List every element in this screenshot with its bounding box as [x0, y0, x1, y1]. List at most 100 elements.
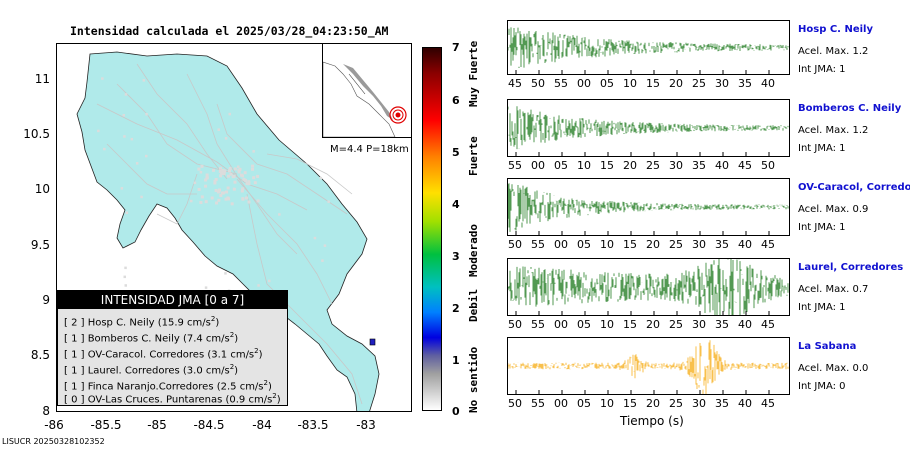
station-dot	[319, 176, 322, 180]
waveform-line	[507, 183, 789, 232]
station-dot	[124, 93, 128, 96]
station-name: Hosp C. Neily	[798, 24, 873, 35]
trace-tick-label: 10	[577, 159, 591, 172]
y-tick-label: 8.5	[30, 348, 50, 362]
time-axis-label: Tiempo (s)	[620, 414, 684, 428]
station-dot	[323, 244, 327, 247]
x-tick-label: -84	[252, 418, 272, 432]
trace-tick-label: 05	[577, 238, 591, 251]
trace-tick-label: 50	[508, 238, 522, 251]
station-dot	[103, 147, 106, 151]
station-dot	[223, 169, 227, 173]
trace-tick-label: 50	[508, 397, 522, 410]
legend-row: [ 1 ] OV-Caracol. Corredores (3.1 cm/s2)	[64, 347, 263, 361]
station-dot	[204, 178, 208, 182]
trace-tick-label: 55	[531, 397, 545, 410]
station-dot	[230, 202, 234, 206]
station-dot	[218, 188, 221, 192]
station-dot	[140, 195, 143, 199]
station-dot	[228, 167, 232, 171]
jma-intensity: Int JMA: 1	[798, 64, 846, 75]
trace-tick-label: 20	[623, 159, 637, 172]
station-dot	[123, 135, 126, 138]
station-dot	[251, 164, 255, 168]
station-dot	[123, 275, 126, 279]
y-tick-label: 9.5	[30, 238, 50, 252]
trace-tick-label: 15	[623, 318, 637, 331]
station-dot	[245, 182, 249, 186]
station-dot	[213, 179, 217, 183]
trace-tick-label: 55	[554, 77, 568, 90]
trace-tick-label: 40	[761, 77, 775, 90]
footer-id: LISUCR 20250328102352	[2, 437, 105, 446]
station-dot	[205, 175, 209, 179]
station-dot	[204, 200, 208, 204]
colorbar-tick: 2	[452, 302, 460, 315]
station-dot	[233, 180, 237, 184]
trace-tick-label: 25	[669, 238, 683, 251]
station-dot	[237, 168, 241, 172]
station-dot	[245, 196, 248, 200]
trace-tick-label: 30	[692, 318, 706, 331]
trace-tick-label: 35	[715, 238, 729, 251]
colorbar-category: Moderado	[467, 224, 480, 277]
colorbar-tick: 4	[452, 198, 460, 211]
station-dot	[145, 113, 148, 116]
station-dot	[247, 200, 251, 204]
station-name: OV-Caracol, Corredore	[798, 182, 910, 193]
y-tick-label: 8	[42, 404, 50, 418]
station-dot	[228, 112, 231, 116]
station-dot	[227, 174, 230, 178]
station-dot	[214, 189, 218, 192]
waveform-line	[507, 27, 789, 68]
station-dot	[233, 167, 237, 171]
station-dot	[218, 170, 222, 173]
legend-row: [ 1 ] Laurel. Corredores (3.0 cm/s2)	[64, 363, 239, 377]
station-dot	[193, 181, 197, 185]
station-dot	[145, 154, 148, 158]
trace-tick-label: 20	[646, 238, 660, 251]
station-dot	[226, 186, 230, 190]
trace-tick-label: 40	[738, 238, 752, 251]
map-title: Intensidad calculada el 2025/03/28_04:23…	[70, 24, 389, 38]
trace-tick-label: 00	[554, 397, 568, 410]
jma-intensity: Int JMA: 0	[798, 381, 846, 392]
station-dot	[197, 167, 201, 171]
trace-tick-label: 55	[531, 318, 545, 331]
station-dot	[190, 199, 193, 203]
legend-row: [ 0 ] OV-Las Cruces. Puntarenas (0.9 cm/…	[64, 392, 281, 406]
waveform-trace	[507, 337, 790, 396]
station-dot	[214, 178, 218, 181]
station-dot	[241, 197, 245, 201]
trace-tick-label: 05	[554, 159, 568, 172]
station-dot	[224, 137, 228, 140]
station-dot	[252, 176, 256, 180]
colorbar-tick: 0	[452, 405, 460, 418]
stations-layer	[97, 77, 330, 327]
station-dot	[226, 196, 230, 200]
colorbar-tick: 3	[452, 250, 460, 263]
station-dot	[142, 79, 146, 82]
station-dot	[221, 191, 224, 195]
trace-tick-label: 20	[646, 318, 660, 331]
station-dot	[217, 128, 220, 131]
station-dot	[219, 166, 222, 170]
waveform-trace	[507, 252, 790, 321]
waveform-trace	[507, 99, 790, 157]
station-dot	[232, 174, 236, 178]
trace-tick-label: 40	[738, 318, 752, 331]
trace-tick-label: 35	[738, 77, 752, 90]
station-dot	[256, 199, 260, 203]
trace-tick-label: 55	[531, 238, 545, 251]
trace-tick-label: 00	[531, 159, 545, 172]
station-dot	[124, 266, 127, 270]
station-dot	[97, 129, 100, 133]
station-dot	[215, 201, 219, 205]
station-dot	[241, 187, 245, 191]
station-marker	[369, 338, 376, 346]
trace-tick-label: 20	[669, 77, 683, 90]
trace-tick-label: 35	[715, 318, 729, 331]
station-dot	[278, 213, 281, 216]
trace-tick-label: 45	[508, 77, 522, 90]
station-dot	[197, 187, 201, 191]
